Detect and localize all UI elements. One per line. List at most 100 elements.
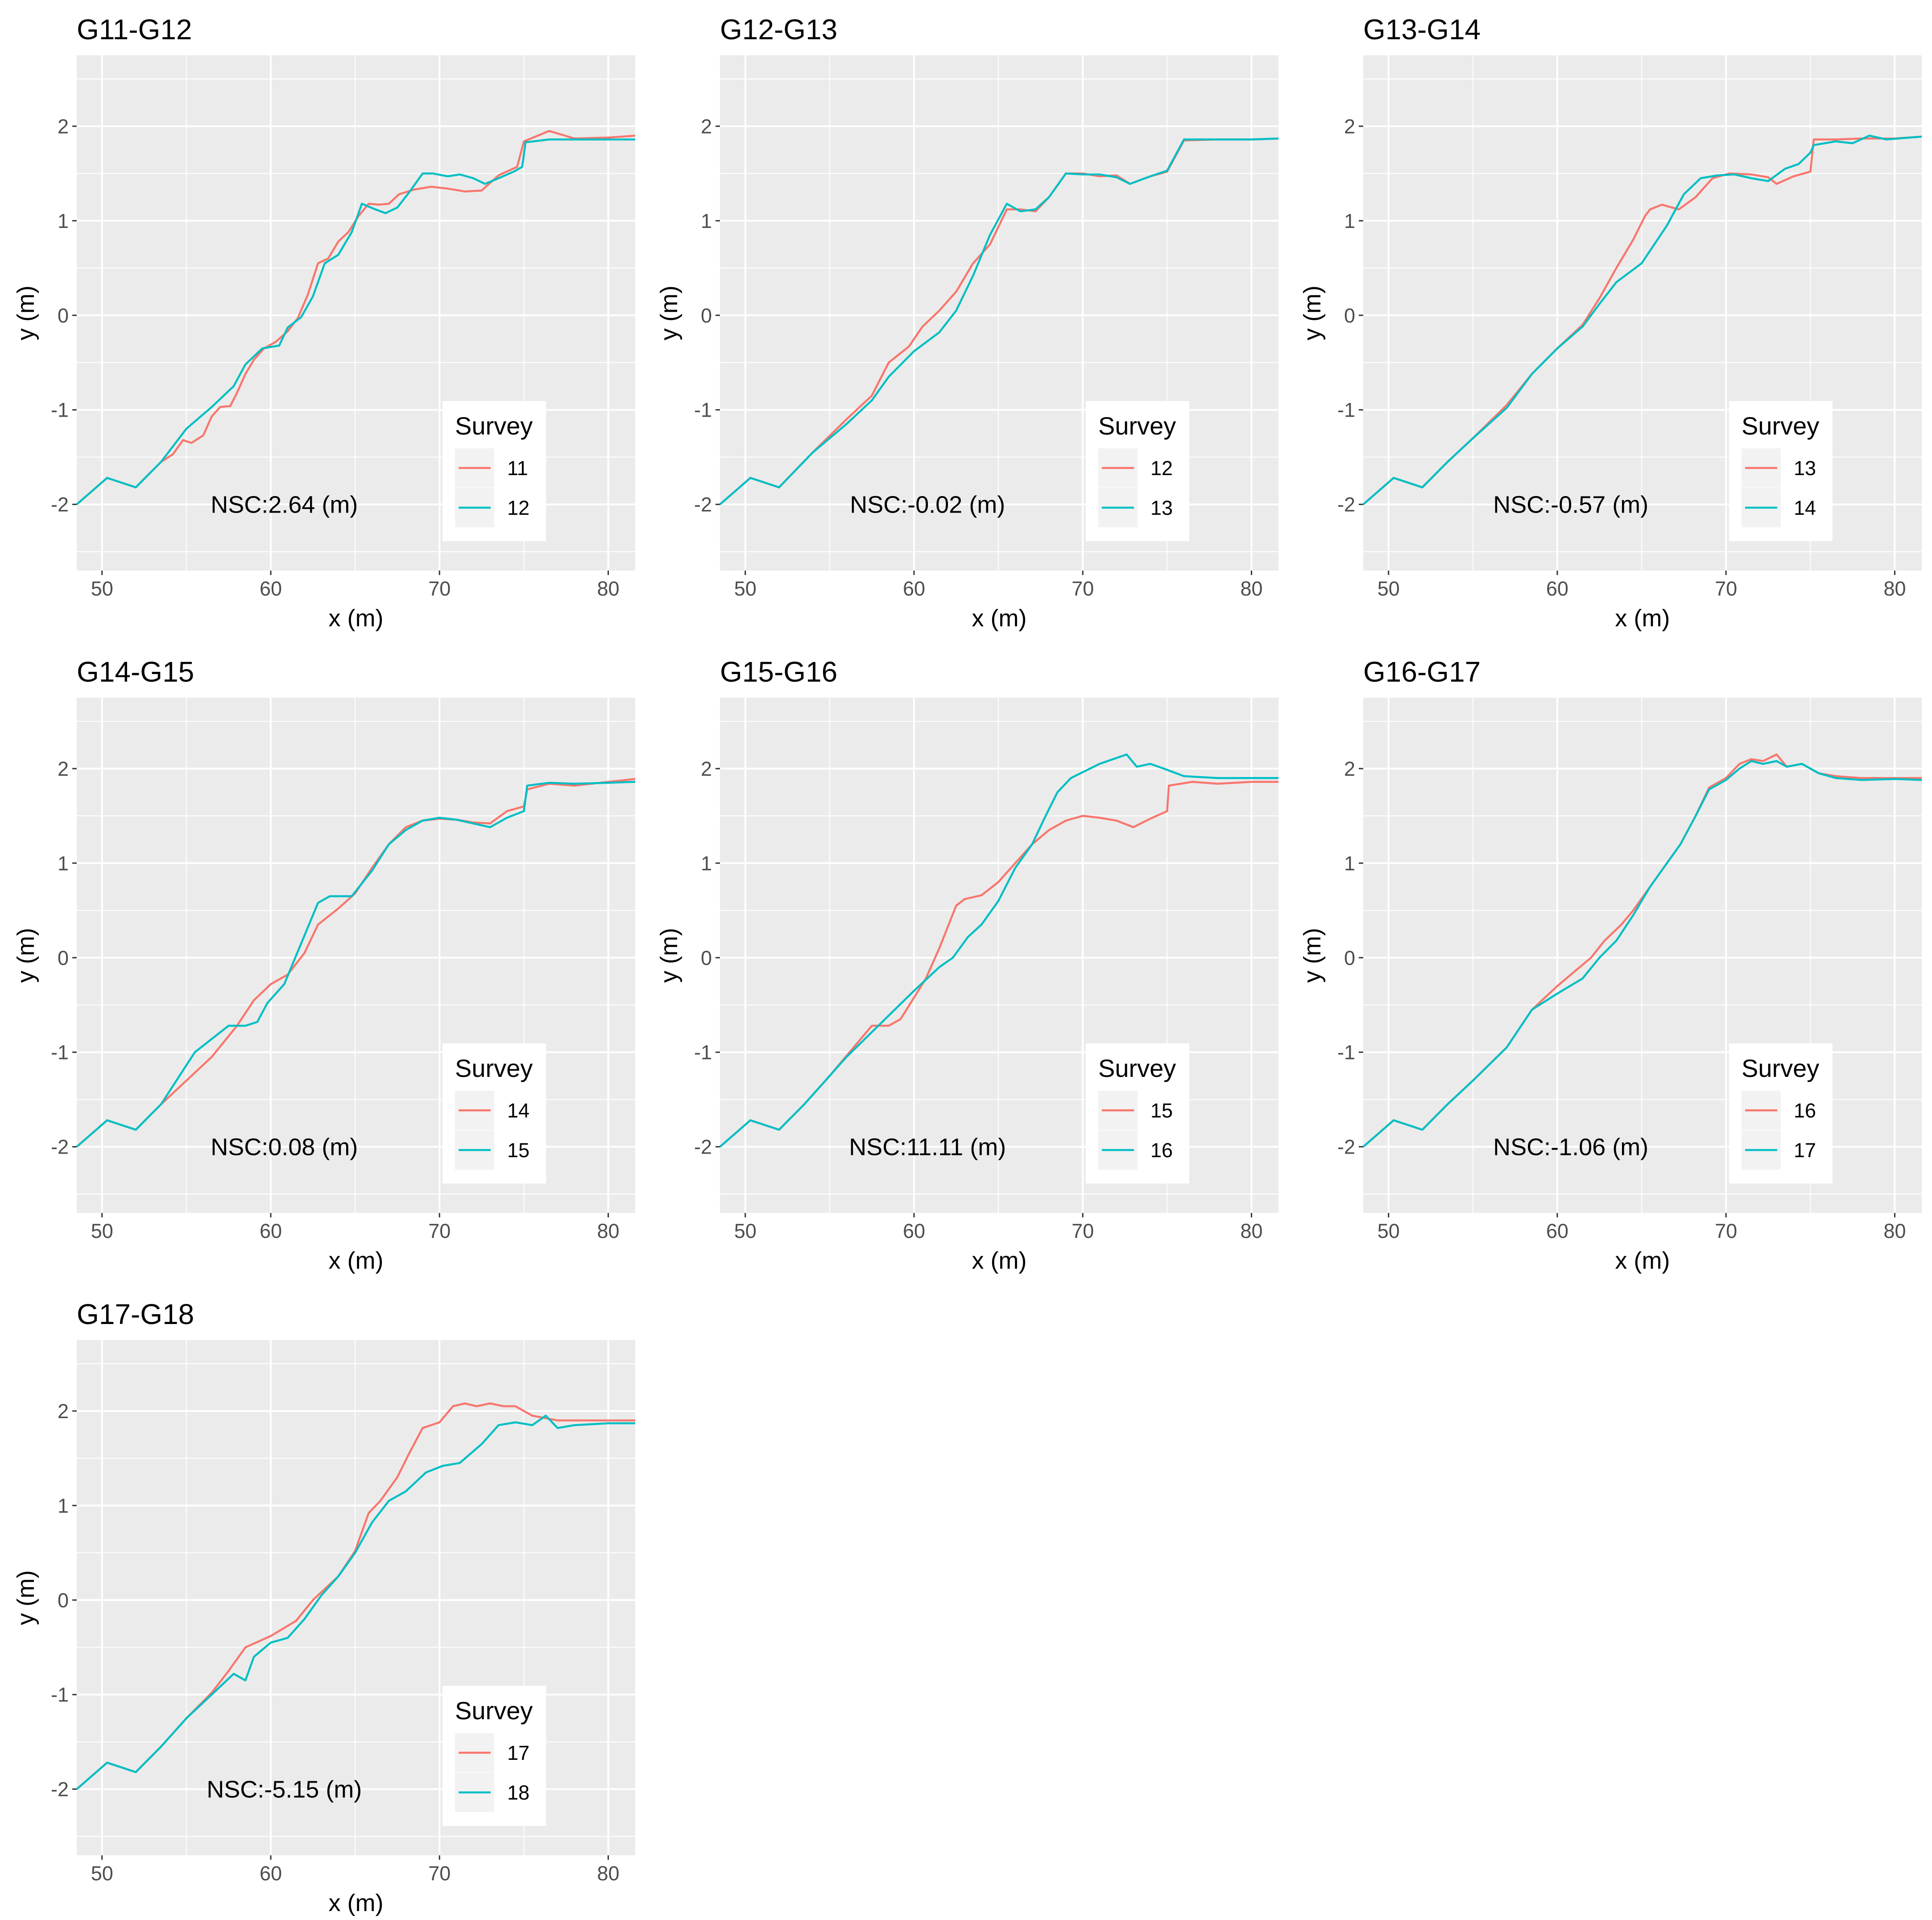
legend: Survey 12 13	[1086, 401, 1189, 541]
y-tick-label: -2	[51, 1136, 69, 1159]
legend-label-16: 16	[1794, 1099, 1816, 1122]
y-tick-label: 1	[58, 852, 69, 875]
y-tick-label: 2	[58, 757, 69, 780]
nsc-annotation: NSC:-0.57 (m)	[1493, 492, 1648, 518]
panel-title: G13-G14	[1363, 13, 1481, 46]
x-tick-label: 60	[1546, 1220, 1568, 1242]
x-tick-label: 50	[91, 577, 113, 600]
panel-title: G17-G18	[77, 1298, 194, 1330]
x-tick-label: 80	[1883, 577, 1906, 600]
chart-panel: 50 60 70 80 -2 -1 0 1 2 G15-G16 x (m) y (m) NSC:11.1…	[656, 656, 1278, 1274]
y-tick-label: 2	[1344, 757, 1355, 780]
x-tick-label: 50	[91, 1220, 113, 1242]
legend-label-15: 15	[507, 1139, 530, 1162]
x-tick-label: 60	[260, 1862, 282, 1885]
x-tick-label: 80	[1240, 1220, 1262, 1242]
x-tick-label: 70	[1715, 1220, 1737, 1242]
x-tick-label: 70	[1071, 1220, 1094, 1242]
x-tick-label: 70	[428, 577, 451, 600]
x-tick-label: 80	[1883, 1220, 1906, 1242]
legend-title: Survey	[455, 412, 533, 440]
y-tick-label: -1	[51, 1684, 69, 1706]
y-tick-label: 0	[701, 304, 712, 327]
legend: Survey 11 12	[443, 401, 546, 541]
x-tick-label: 70	[1071, 577, 1094, 600]
y-tick-label: -2	[1337, 493, 1355, 516]
panel-title: G16-G17	[1363, 656, 1481, 688]
y-axis-title: y (m)	[656, 286, 683, 340]
x-tick-label: 50	[734, 577, 757, 600]
nsc-annotation: NSC:-1.06 (m)	[1493, 1134, 1648, 1161]
chart-panel: 50 60 70 80 -2 -1 0 1 2 G17-G18 x (m) y (m) NSC:-5.1…	[12, 1298, 635, 1916]
legend-title: Survey	[1742, 412, 1819, 440]
y-tick-label: 1	[1344, 210, 1355, 232]
x-axis-title: x (m)	[972, 605, 1027, 632]
legend-title: Survey	[455, 1054, 533, 1082]
x-axis-title: x (m)	[329, 605, 384, 632]
series-line-13	[719, 137, 1279, 505]
x-tick-label: 80	[597, 1862, 619, 1885]
legend: Survey 15 16	[1086, 1043, 1189, 1183]
y-tick-label: 1	[58, 210, 69, 232]
y-tick-label: -1	[1337, 399, 1355, 422]
y-tick-label: -2	[694, 1136, 712, 1159]
legend-label-18: 18	[507, 1781, 530, 1804]
x-tick-label: 80	[1240, 577, 1262, 600]
y-tick-label: 1	[701, 210, 712, 232]
y-tick-label: -1	[51, 399, 69, 422]
legend-title: Survey	[455, 1697, 533, 1725]
y-tick-label: -1	[51, 1041, 69, 1064]
legend-label-12: 12	[507, 497, 530, 519]
y-tick-label: -1	[1337, 1041, 1355, 1064]
x-axis-title: x (m)	[329, 1247, 384, 1274]
legend-label-13: 13	[1150, 497, 1173, 519]
legend-label-14: 14	[507, 1099, 530, 1122]
series-line-17	[1362, 760, 1922, 1148]
chart-panel: 50 60 70 80 -2 -1 0 1 2 G16-G17 x (m) y (m) NSC:-1.0…	[1299, 656, 1922, 1274]
y-axis-title: y (m)	[12, 286, 39, 340]
legend-title: Survey	[1098, 412, 1176, 440]
y-tick-label: 0	[1344, 947, 1355, 969]
legend: Survey 13 14	[1729, 401, 1833, 541]
y-tick-label: 2	[701, 115, 712, 138]
x-tick-label: 60	[903, 577, 925, 600]
x-axis-title: x (m)	[1615, 1247, 1670, 1274]
x-tick-label: 50	[91, 1862, 113, 1885]
y-tick-label: 0	[58, 304, 69, 327]
panel-title: G11-G12	[77, 13, 192, 46]
y-tick-label: 1	[58, 1494, 69, 1517]
y-axis-title: y (m)	[1299, 928, 1326, 983]
y-axis-title: y (m)	[12, 928, 39, 983]
y-axis-title: y (m)	[656, 928, 683, 983]
legend-label-15: 15	[1150, 1099, 1173, 1122]
legend: Survey 17 18	[443, 1686, 546, 1826]
series-line-18	[76, 1415, 635, 1790]
y-tick-label: 0	[1344, 304, 1355, 327]
x-tick-label: 50	[1378, 577, 1400, 600]
series-line-13	[1362, 136, 1922, 505]
legend-label-17: 17	[507, 1742, 530, 1764]
legend-label-14: 14	[1794, 497, 1816, 519]
legend-title: Survey	[1098, 1054, 1176, 1082]
y-tick-label: 0	[701, 947, 712, 969]
legend: Survey 16 17	[1729, 1043, 1833, 1183]
y-axis-title: y (m)	[1299, 286, 1326, 340]
y-tick-label: -2	[51, 1778, 69, 1801]
series-line-16	[719, 753, 1278, 1148]
panel-title: G15-G16	[720, 656, 837, 688]
x-tick-label: 70	[428, 1220, 451, 1242]
nsc-annotation: NSC:11.11 (m)	[849, 1134, 1006, 1161]
x-tick-label: 60	[260, 1220, 282, 1242]
y-tick-label: -2	[694, 493, 712, 516]
y-tick-label: -2	[51, 493, 69, 516]
y-tick-label: 2	[1344, 115, 1355, 138]
nsc-annotation: NSC:-0.02 (m)	[850, 492, 1005, 518]
y-tick-label: 0	[58, 947, 69, 969]
y-tick-label: 2	[58, 115, 69, 138]
x-tick-label: 80	[597, 1220, 619, 1242]
y-tick-label: 2	[58, 1400, 69, 1423]
nsc-annotation: NSC:2.64 (m)	[211, 492, 358, 518]
y-tick-label: 2	[701, 757, 712, 780]
panel-title: G12-G13	[720, 13, 837, 46]
